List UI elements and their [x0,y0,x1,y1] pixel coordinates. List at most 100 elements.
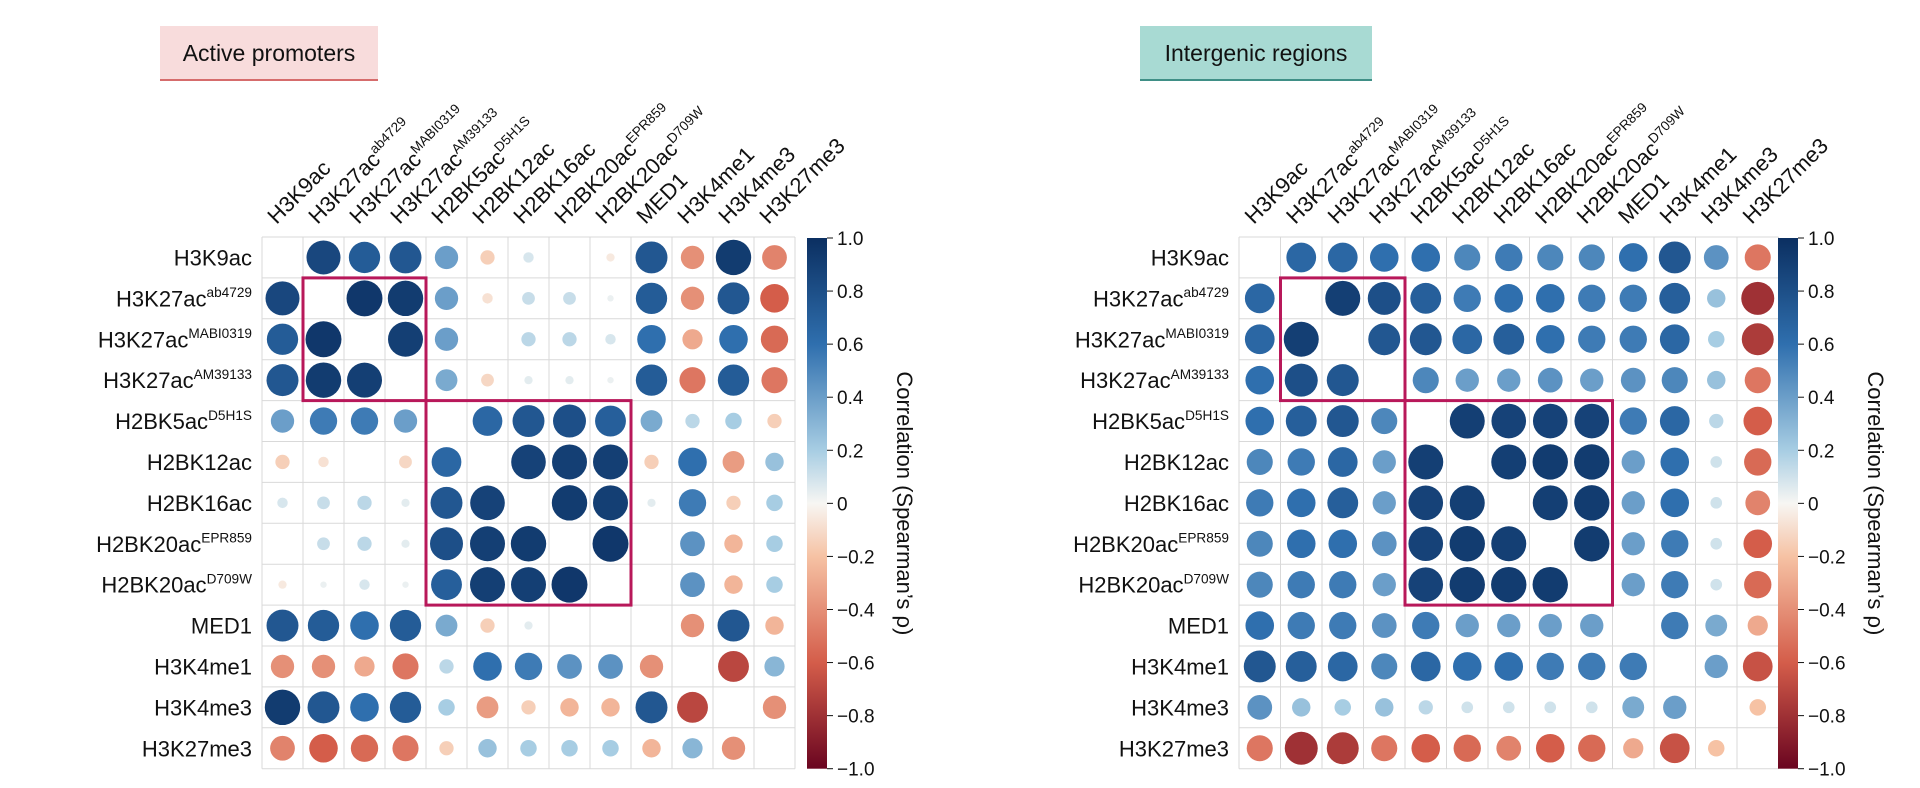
correlation-dot [510,526,547,562]
correlation-dot [560,698,579,717]
correlation-dot [557,654,582,679]
correlation-dot [1371,653,1398,680]
correlation-dot [1418,700,1433,715]
correlation-dot [511,567,546,603]
correlation-dot [762,695,787,720]
correlation-dot [602,740,619,757]
correlation-dot [592,525,629,562]
correlation-dot [717,609,750,642]
correlation-dot [523,252,534,263]
correlation-dot [1454,244,1481,271]
correlation-dot [1538,613,1562,638]
correlation-dot [434,327,459,351]
correlation-dot [717,364,750,396]
correlation-dot [1371,613,1397,638]
panel-active-promoters: Active promoters H3K9ac H3K27acab4729 H3K27… [96,26,917,781]
correlation-dot [480,618,495,633]
correlation-dot [305,321,342,358]
correlation-dot [1408,444,1444,480]
correlation-dot [1623,738,1644,759]
correlation-dot [435,369,458,392]
correlation-dot [637,324,666,354]
correlation-dot [470,567,505,603]
correlation-dot [1286,242,1317,273]
panel-title: Intergenic regions [1165,40,1348,66]
correlation-dot [1326,732,1359,765]
correlation-dot [1410,282,1442,314]
correlation-dot [1749,699,1766,716]
correlation-dot [1284,731,1318,765]
correlation-dot [357,495,372,510]
correlation-dot [1661,570,1689,599]
correlation-dot [270,735,295,761]
correlation-dot [1502,701,1515,714]
correlation-dot [1744,570,1772,599]
correlation-dot [1660,488,1690,518]
correlation-dot [1286,529,1316,559]
row-label: H3K4me1 [1131,654,1229,679]
correlation-dot [480,250,495,265]
correlation-dot [1245,406,1275,436]
correlation-dot [553,404,586,438]
correlation-dot [1659,282,1691,314]
correlation-dot [685,413,700,429]
correlation-dot [598,654,623,679]
correlation-dot [1707,370,1726,390]
correlation-dot [1705,614,1728,637]
correlation-dot [309,407,338,435]
correlation-dot [718,651,749,682]
highlight-block [301,276,428,403]
correlation-dot [1408,485,1444,521]
correlation-dot [1707,289,1726,308]
correlation-dot [1491,403,1527,439]
correlation-dot [514,652,543,681]
correlation-dot [1659,324,1690,355]
correlation-dot [1491,566,1527,603]
correlation-dot [307,609,340,642]
correlation-dot [562,332,577,347]
correlation-dot [766,494,783,512]
correlation-dot [401,539,410,548]
correlation-dot [563,291,576,305]
colorbar-tick-label: −0.8 [1808,707,1846,728]
correlation-dot [521,332,536,347]
correlation-dot [478,739,497,758]
correlation-dot [724,575,743,594]
correlation-dot [1411,733,1441,763]
colorbar-tick-label: 0.6 [837,335,863,356]
correlation-dot [1495,243,1523,272]
correlation-dot [601,698,620,717]
correlation-dot [388,321,423,357]
correlation-dot [1449,403,1485,439]
correlation-dot [1449,526,1485,562]
correlation-dot [1455,613,1479,638]
correlation-dot [1449,485,1485,521]
correlation-dot [1283,321,1319,357]
correlation-dot [1327,242,1358,273]
correlation-dot [1493,323,1525,355]
correlation-dot [766,576,783,593]
correlation-dot [764,656,785,677]
correlation-dot [607,376,614,384]
correlation-dot [1537,244,1564,271]
correlation-dot [264,689,301,726]
correlation-dot [1287,570,1315,599]
correlation-dot [1244,283,1275,314]
correlation-dot [1453,284,1481,313]
correlation-dot [682,329,703,350]
correlation-dot [470,526,505,562]
correlation-dot [765,616,784,635]
correlation-dot [1710,456,1723,468]
correlation-dot [307,691,340,724]
correlation-dot [318,456,329,468]
correlation-dot [561,740,578,757]
correlation-dot [305,362,342,398]
grid [1238,236,1779,770]
correlation-dot [1704,654,1728,679]
correlation-dot [680,572,705,598]
correlation-dot [1708,331,1725,348]
correlation-dot [389,691,422,724]
colorbar-tick-label: 0 [837,494,848,515]
correlation-dot [1367,281,1401,315]
